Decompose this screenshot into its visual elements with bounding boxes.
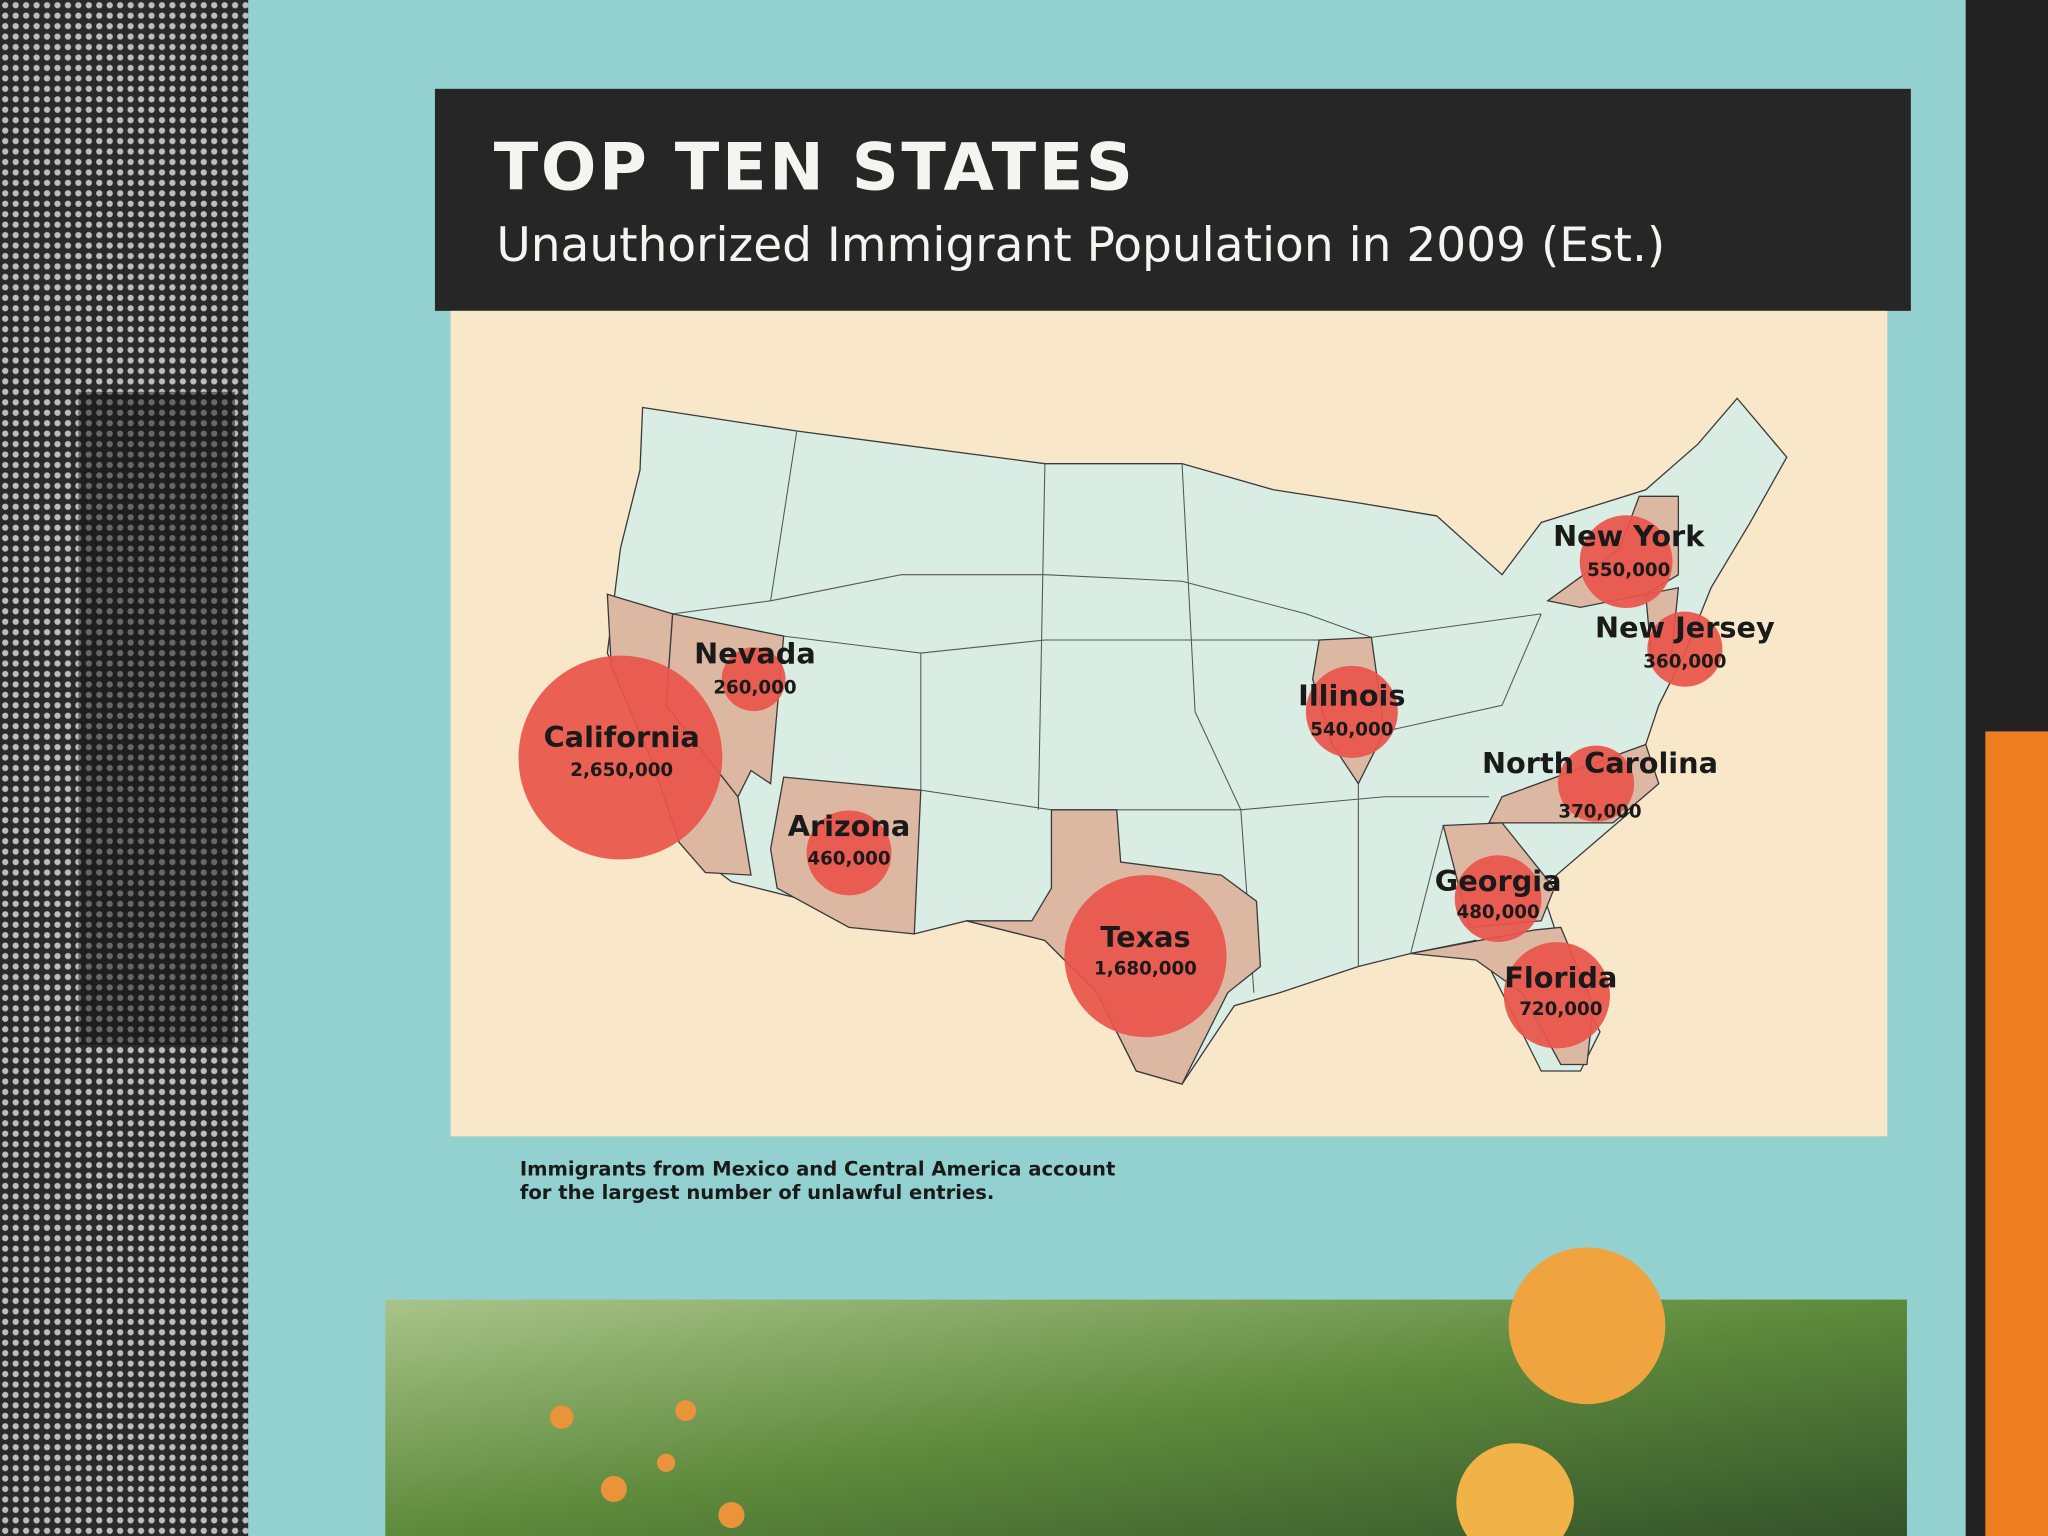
state-value: 550,000 [1587, 560, 1670, 581]
fruit [1508, 1247, 1666, 1405]
fruit [675, 1400, 697, 1422]
bubble [518, 655, 723, 860]
state-value: 370,000 [1558, 802, 1641, 823]
bubble [1647, 611, 1723, 687]
state-name: Nevada [694, 637, 816, 671]
state-name: Texas [1100, 920, 1190, 954]
fruit [718, 1502, 745, 1529]
state-name: New Jersey [1595, 610, 1775, 644]
note-line: Immigrants from Mexico and Central Ameri… [520, 1158, 1116, 1181]
halftone-shadow [78, 391, 236, 1045]
bubble [1579, 515, 1673, 609]
state-name: Arizona [788, 809, 911, 843]
bubble [1064, 874, 1227, 1038]
state-borders [672, 430, 1542, 993]
fruit [600, 1475, 627, 1503]
state-name: Florida [1504, 960, 1617, 994]
note-line: for the largest number of unlawful entri… [520, 1181, 995, 1204]
state-name: California [544, 720, 700, 754]
state-value: 2,650,000 [570, 760, 673, 781]
label-layer: California 2,650,000 Nevada 260,000 Arizona 4… [544, 519, 1775, 1020]
orange-panel [1985, 731, 2048, 1536]
header-band [434, 88, 1911, 311]
bubble-layer [518, 515, 1723, 1049]
state-value: 360,000 [1643, 651, 1726, 672]
bubble [806, 810, 892, 896]
state-value: 260,000 [713, 678, 796, 699]
bubble [1558, 745, 1635, 822]
subtitle: Unauthorized Immigrant Population in 200… [496, 218, 1665, 273]
fruit [656, 1453, 676, 1472]
state-name: Illinois [1298, 678, 1405, 712]
fruit [549, 1405, 574, 1429]
state-name: New York [1553, 519, 1705, 553]
state-value: 720,000 [1519, 999, 1602, 1020]
bubble [1503, 942, 1611, 1049]
orange-fruits [549, 1247, 1666, 1536]
state-name: Georgia [1435, 864, 1562, 898]
bubble [721, 647, 786, 712]
state-value: 1,680,000 [1094, 958, 1197, 979]
state-name: North Carolina [1482, 746, 1718, 780]
bubble [1454, 855, 1542, 942]
title: TOP TEN STATES [494, 129, 1136, 205]
state-value: 480,000 [1457, 902, 1540, 923]
state-value: 460,000 [807, 849, 890, 870]
bubble [1305, 665, 1398, 758]
fruit [1456, 1443, 1574, 1536]
state-value: 540,000 [1310, 719, 1393, 740]
